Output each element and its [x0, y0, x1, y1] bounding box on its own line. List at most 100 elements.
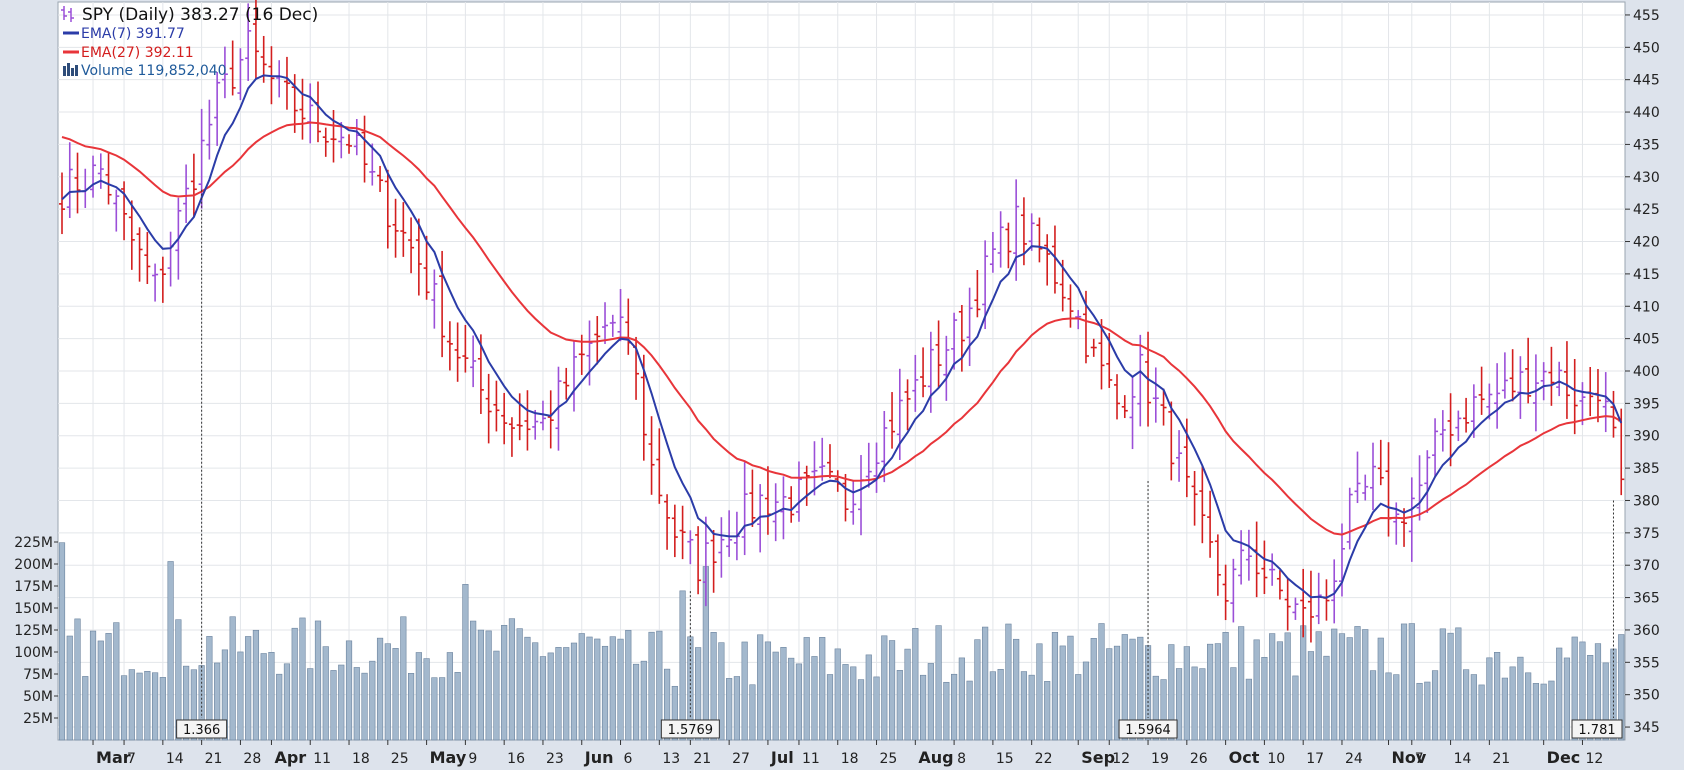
volume-bar: [89, 630, 97, 741]
ohlc-bar: [602, 302, 609, 344]
volume-bar: [780, 647, 787, 741]
ohlc-bar: [408, 217, 415, 274]
volume-bar: [159, 677, 166, 741]
volume-bar: [1261, 657, 1268, 741]
ohlc-bar: [974, 270, 981, 318]
legend-title: SPY (Daily) 383.27 (16 Dec): [82, 5, 318, 25]
volume-bar: [97, 640, 104, 741]
volume-bar: [229, 616, 236, 741]
ohlc-bar: [873, 442, 880, 493]
volume-bar: [834, 648, 841, 741]
ohlc-bar: [206, 99, 213, 160]
ohlc-bar: [1331, 559, 1338, 624]
volume-bar: [617, 638, 624, 741]
volume-bar: [1199, 668, 1206, 741]
ohlc-bar: [493, 380, 500, 432]
volume-bar: [446, 652, 453, 741]
legend-ema27: EMA(27) 392.11: [81, 45, 194, 61]
ohlc-bar: [1307, 570, 1314, 643]
volume-bar: [128, 669, 135, 741]
ohlc-bar: [718, 517, 725, 578]
ohlc-bar: [1532, 354, 1539, 432]
ohlc-bar: [1540, 362, 1547, 401]
annotation-box: [1571, 719, 1623, 739]
date-tick-label: 9: [468, 751, 477, 767]
ohlc-bar: [392, 198, 399, 258]
volume-bar: [1191, 666, 1198, 741]
volume-bar: [1292, 675, 1299, 741]
volume-bar: [175, 619, 182, 741]
ohlc-bar: [1005, 222, 1012, 269]
date-tick-label: 14: [1454, 751, 1472, 767]
volume-bar: [842, 664, 849, 741]
date-tick-label: 8: [957, 751, 966, 767]
ema-lines: [61, 74, 1623, 599]
volume-tick-label: 225M: [14, 535, 53, 551]
ohlc-bar: [516, 393, 523, 441]
ohlc-bar: [1602, 372, 1609, 433]
ohlc-bar: [997, 211, 1004, 268]
volume-bar: [400, 616, 407, 741]
volume-bar: [260, 653, 267, 741]
price-tick-label: 425: [1633, 202, 1660, 218]
volume-bar: [943, 681, 950, 741]
volume-tick-label: 150M: [14, 601, 53, 617]
volume-bar: [330, 670, 337, 741]
ohlc-bar: [881, 410, 888, 483]
volume-bar: [66, 635, 73, 741]
ohlc-bar: [1222, 564, 1229, 621]
volume-bar: [477, 629, 484, 741]
ohlc-bar: [1214, 534, 1221, 596]
volume-bar: [718, 642, 725, 741]
date-tick-label: 12: [1585, 751, 1603, 767]
ohlc-bar: [415, 218, 422, 296]
ohlc-bar: [439, 250, 446, 358]
date-tick-label: 16: [507, 751, 525, 767]
ohlc-bar: [1610, 390, 1617, 438]
volume-bar: [741, 641, 748, 741]
ohlc-bar: [1199, 465, 1206, 544]
ohlc-bar: [702, 516, 709, 607]
volume-bar: [252, 629, 260, 741]
volume-bar: [470, 620, 477, 741]
volume-bar: [120, 675, 128, 741]
price-tick-label: 420: [1633, 235, 1660, 251]
volume-bar: [1245, 678, 1252, 741]
volume-bar: [1323, 655, 1330, 741]
volume-bar: [268, 652, 275, 741]
date-tick-label: 15: [996, 751, 1014, 767]
date-tick-label: 17: [1306, 751, 1324, 767]
volume-bar: [1113, 645, 1121, 741]
volume-bar: [733, 676, 740, 741]
ohlc-bar: [671, 504, 678, 558]
volume-bar: [1486, 657, 1493, 741]
date-tick-label: Mar: [96, 748, 131, 767]
ema7-line: [61, 74, 1623, 599]
date-tick-label: Jun: [584, 748, 614, 767]
volume-bar: [601, 645, 609, 741]
volume-bar: [1494, 651, 1501, 741]
ohlc-bar: [726, 510, 733, 557]
date-tick-label: 19: [1151, 751, 1169, 767]
ohlc-bar: [121, 181, 128, 241]
ohlc-bar: [1269, 553, 1276, 586]
ohlc-bar: [1183, 418, 1190, 498]
ohlc-bar: [1525, 337, 1532, 404]
ohlc-bar: [237, 48, 244, 101]
volume-bar: [1556, 647, 1563, 741]
volume-bar: [493, 650, 500, 741]
volume-bar: [695, 647, 702, 741]
price-tick-label: 400: [1633, 364, 1660, 380]
volume-bar: [570, 642, 578, 741]
ohlc-bar: [485, 373, 492, 444]
volume-bar: [369, 660, 376, 741]
ohlc-bar: [1207, 490, 1214, 558]
date-tick-label: Sep: [1081, 748, 1115, 767]
ohlc-bar: [361, 115, 368, 183]
annotation-label: 1.366: [183, 723, 220, 738]
ohlc-bar: [1013, 179, 1020, 281]
ohlc-bar: [400, 202, 407, 257]
volume-bar: [1036, 643, 1043, 741]
volume-bar: [454, 672, 461, 741]
